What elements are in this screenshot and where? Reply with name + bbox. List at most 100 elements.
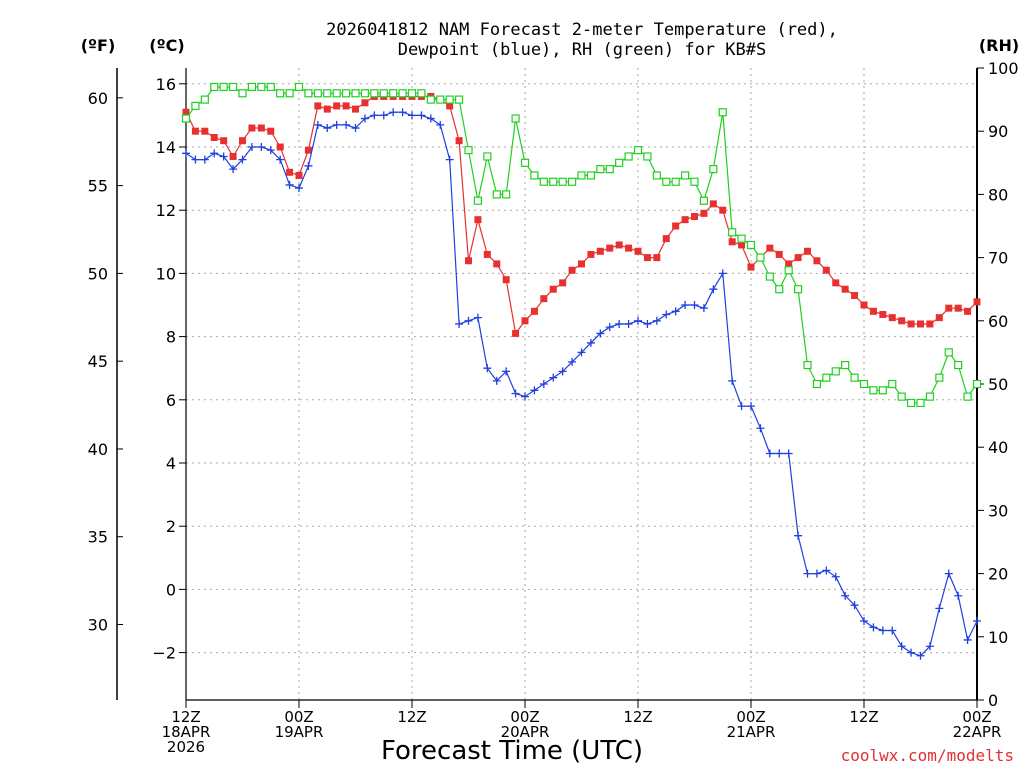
temperature-point: [851, 292, 859, 300]
dewpoint-point: [539, 380, 548, 388]
temperature-point: [342, 102, 350, 110]
temperature-point: [879, 310, 887, 318]
temperature-point: [822, 266, 830, 274]
celsius-tick-label: 14: [156, 138, 176, 157]
temperature-point: [841, 285, 849, 293]
dewpoint-point: [634, 316, 642, 325]
dewpoint-point: [662, 310, 671, 319]
dewpoint-point: [963, 635, 972, 644]
rh-point: [709, 165, 718, 174]
rh-point: [643, 152, 652, 161]
dewpoint-point: [502, 367, 511, 376]
temperature-point: [220, 137, 228, 145]
rh-point: [210, 82, 219, 92]
celsius-tick-label: 6: [166, 391, 176, 410]
celsius-tick-label: 10: [156, 264, 176, 283]
rh-point: [662, 177, 671, 186]
time-tick-label: 00Z: [962, 708, 991, 726]
dewpoint-point: [935, 604, 944, 613]
rh-tick-label: 60: [988, 312, 1008, 331]
dewpoint-point: [351, 124, 360, 133]
rh-tick-label: 50: [988, 375, 1008, 394]
fahrenheit-tick-label: 45: [88, 352, 108, 371]
rh-tick-label: 30: [988, 501, 1008, 520]
temperature-point: [653, 254, 661, 262]
rh-point: [925, 392, 935, 401]
rh-point: [972, 379, 982, 389]
dewpoint-point: [897, 642, 906, 651]
time-tick-label: 21APR: [727, 723, 776, 741]
rh-point: [426, 95, 435, 104]
rh-point: [737, 234, 746, 243]
dewpoint-point: [304, 161, 313, 170]
temperature-point: [465, 257, 472, 265]
rh-point: [859, 379, 869, 389]
dewpoint-point: [379, 111, 388, 120]
dewpoint-point: [389, 108, 398, 117]
rh-tick-label: 90: [988, 122, 1008, 141]
time-tick-label: 2026: [167, 738, 205, 756]
temperature-point: [964, 307, 972, 315]
dewpoint-point: [718, 269, 727, 278]
temperature-point: [352, 105, 359, 113]
rh-point: [492, 190, 501, 199]
rh-point: [906, 398, 916, 408]
dewpoint-point: [568, 357, 577, 366]
rh-point: [181, 114, 191, 123]
time-tick-label: 19APR: [275, 723, 324, 741]
dewpoint-point: [756, 424, 765, 433]
rh-point: [285, 89, 294, 98]
celsius-tick-label: 12: [156, 201, 176, 220]
rh-point: [728, 228, 737, 237]
dewpoint-point: [737, 402, 746, 411]
rh-point: [370, 89, 379, 98]
rh-point: [869, 386, 878, 395]
dewpoint-point: [210, 149, 219, 158]
rh-point: [699, 196, 709, 205]
dewpoint-point: [483, 364, 492, 373]
rh-point: [577, 171, 586, 180]
dewpoint-point: [530, 386, 539, 395]
temperature-point: [634, 247, 642, 255]
rh-point: [558, 177, 567, 186]
dewpoint-point: [511, 389, 520, 398]
dewpoint-point: [643, 319, 652, 328]
celsius-tick-label: 8: [166, 328, 176, 347]
rh-point: [436, 95, 445, 104]
rh-point: [530, 171, 539, 180]
temperature-point: [662, 235, 670, 243]
rh-tick-label: 80: [988, 185, 1008, 204]
temperature-point: [191, 127, 199, 135]
rh-point: [567, 177, 577, 186]
rh-point: [294, 82, 304, 92]
dewpoint-point: [285, 180, 294, 189]
rh-point: [389, 89, 398, 98]
rh-tick-label: 20: [988, 565, 1008, 584]
rh-point: [944, 348, 953, 357]
dewpoint-point: [455, 319, 464, 328]
rh-point: [850, 373, 859, 382]
time-tick-label: 00Z: [284, 708, 313, 726]
rh-point: [803, 360, 812, 370]
temperature-point: [681, 216, 689, 224]
celsius-tick-label: −2: [152, 644, 176, 663]
temperature-point: [917, 320, 924, 328]
rh-point: [690, 177, 699, 186]
time-tick-label: 12Z: [849, 708, 878, 726]
temperature-point: [606, 244, 614, 252]
temperature-point: [813, 257, 821, 265]
temperature-point: [304, 146, 312, 154]
temperature-point: [323, 105, 331, 113]
rh-point: [615, 158, 624, 167]
rh-point: [483, 152, 492, 161]
dewpoint-point: [728, 376, 737, 385]
celsius-tick-label: 0: [166, 580, 176, 599]
dewpoint-point: [191, 155, 200, 164]
chart-title: 2026041812 NAM Forecast 2-meter Temperat…: [326, 20, 838, 40]
dewpoint-point: [765, 449, 774, 458]
dewpoint-point: [709, 285, 718, 294]
dewpoint-point: [699, 304, 708, 313]
temperature-point: [719, 206, 727, 214]
temperature-point: [333, 102, 341, 110]
dewpoint-line: [185, 111, 978, 657]
